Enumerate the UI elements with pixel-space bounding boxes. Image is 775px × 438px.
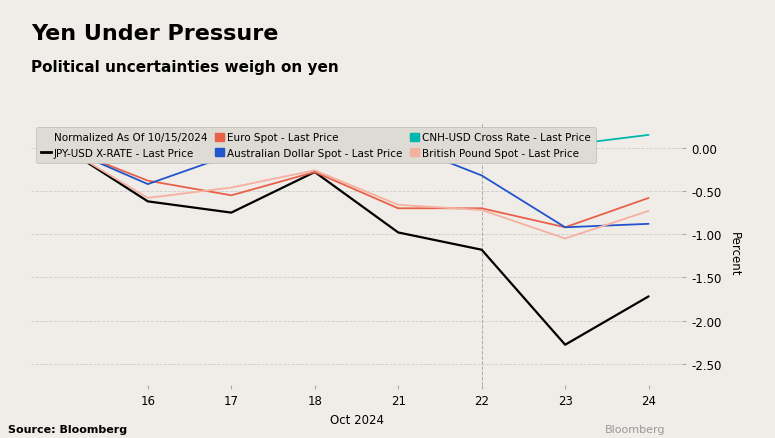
Text: Bloomberg: Bloomberg — [604, 424, 665, 434]
Text: Yen Under Pressure: Yen Under Pressure — [31, 24, 278, 44]
Y-axis label: Percent: Percent — [728, 232, 741, 276]
Legend: Normalized As Of 10/15/2024, JPY-USD X-RATE - Last Price, Euro Spot - Last Price: Normalized As Of 10/15/2024, JPY-USD X-R… — [36, 128, 596, 163]
X-axis label: Oct 2024: Oct 2024 — [329, 413, 384, 426]
Text: Source: Bloomberg: Source: Bloomberg — [8, 424, 127, 434]
Text: Political uncertainties weigh on yen: Political uncertainties weigh on yen — [31, 60, 339, 74]
